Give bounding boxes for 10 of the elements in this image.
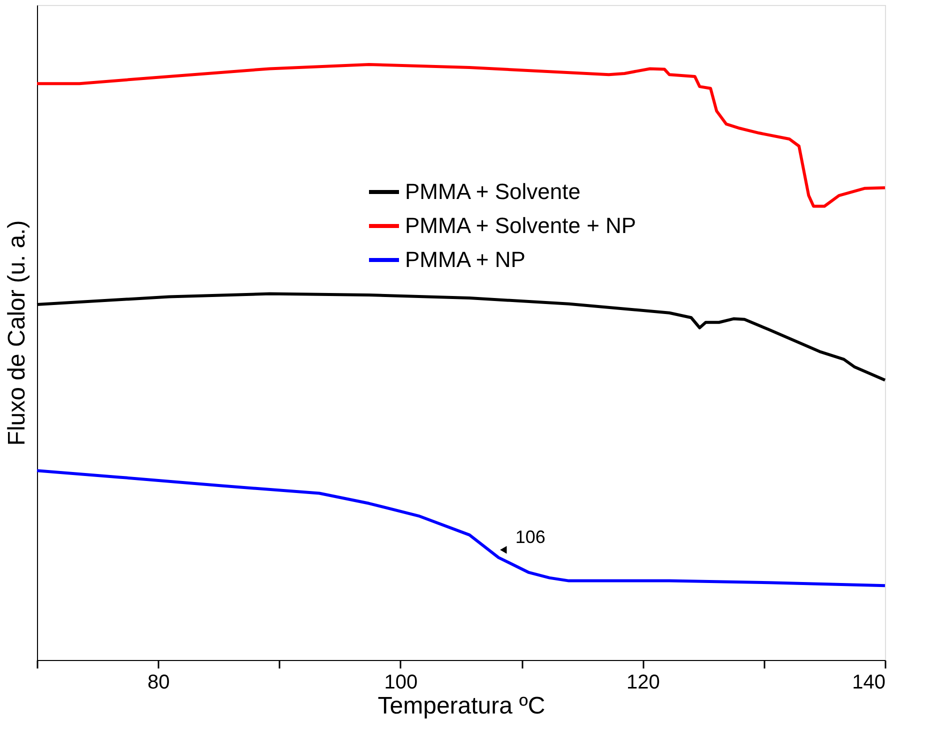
legend-label: PMMA + NP: [405, 247, 526, 272]
x-tick-label: 100: [384, 672, 418, 694]
legend-label: PMMA + Solvente + NP: [405, 213, 636, 238]
y-axis-title: Fluxo de Calor (u. a.): [4, 220, 30, 446]
x-axis-title: Temperatura ºC: [378, 692, 546, 720]
legend-label: PMMA + Solvente: [405, 179, 580, 204]
x-tick-label: 140: [852, 672, 886, 694]
x-tick-label: 120: [626, 672, 660, 694]
x-tick-label: 80: [148, 672, 170, 694]
annotation: 106: [515, 526, 546, 547]
